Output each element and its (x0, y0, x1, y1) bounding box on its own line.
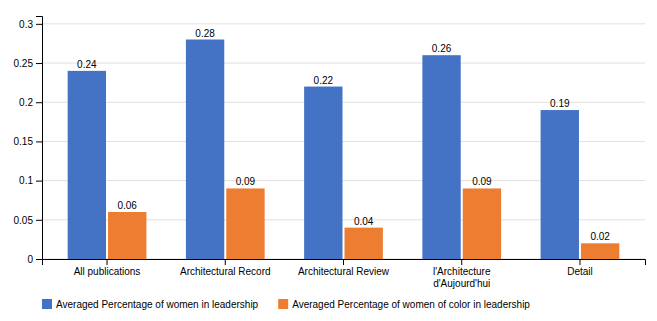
legend: Averaged Percentage of women in leadersh… (42, 299, 530, 310)
legend-label: Averaged Percentage of women in leadersh… (56, 299, 259, 310)
bar (463, 188, 501, 259)
y-tick: 0.15 (14, 136, 42, 147)
x-axis-line (43, 260, 646, 266)
y-tick-mark (36, 259, 42, 260)
y-tick: 0.05 (14, 215, 42, 226)
bar (68, 71, 106, 259)
data-label: 0.02 (590, 231, 610, 242)
x-tick-label: l'Architectured'Aujourd'hui (433, 266, 491, 289)
x-tick-mark (579, 259, 580, 265)
x-tick-mark (343, 259, 344, 265)
y-axis: 0 0.05 0.1 0.15 0.2 0.25 0.3 (14, 17, 43, 265)
y-tick-mark (36, 102, 42, 103)
grid-line (42, 63, 645, 64)
y-tick: 0 (27, 254, 42, 265)
chart: 0 0.05 0.1 0.15 0.2 0.25 0.3 All publications Ar… (0, 0, 657, 321)
y-tick: 0.2 (19, 97, 42, 108)
y-tick: 0.1 (19, 175, 42, 186)
y-tick-label: 0.1 (19, 175, 33, 186)
data-label: 0.19 (550, 98, 570, 109)
y-tick-label: 0 (27, 254, 33, 265)
x-tick-mark (225, 259, 226, 265)
bar (422, 55, 460, 259)
x-tick: Architectural Review (298, 259, 390, 277)
data-label: 0.09 (236, 176, 256, 187)
grid-line (42, 23, 645, 24)
data-label: 0.04 (354, 216, 374, 227)
x-axis: All publications Architectural Record Arch… (43, 259, 646, 289)
y-axis-line (36, 17, 43, 260)
bar (226, 188, 264, 259)
x-tick-label: Detail (567, 266, 593, 277)
x-tick-label: All publications (74, 266, 141, 277)
x-tick: All publications (74, 259, 141, 277)
data-label: 0.22 (314, 75, 334, 86)
x-tick: Detail (567, 259, 593, 277)
bar (581, 243, 619, 259)
bar (108, 212, 146, 259)
legend-item: Averaged Percentage of women of color in… (278, 299, 530, 310)
x-tick: l'Architectured'Aujourd'hui (433, 259, 491, 289)
data-labels: 0.24 0.28 0.22 0.26 0.19 0.06 0.09 0.04 0.09 0.02 (77, 28, 610, 243)
data-label: 0.09 (472, 176, 492, 187)
x-tick-mark (107, 259, 108, 265)
x-tick-label: Architectural Review (298, 266, 390, 277)
bar (345, 228, 383, 259)
legend-swatch (278, 299, 288, 309)
data-label: 0.24 (77, 59, 97, 70)
bar (304, 87, 342, 259)
y-tick-label: 0.15 (14, 136, 34, 147)
bar (541, 110, 579, 259)
legend-swatch (42, 299, 52, 309)
y-tick-mark (36, 181, 42, 182)
y-tick-mark (36, 141, 42, 142)
data-label: 0.28 (195, 28, 215, 39)
y-tick-mark (36, 24, 42, 25)
y-tick: 0.25 (14, 58, 42, 69)
y-tick-label: 0.2 (19, 97, 33, 108)
bars (68, 40, 620, 259)
data-label: 0.26 (432, 43, 452, 54)
y-tick-mark (36, 63, 42, 64)
legend-item: Averaged Percentage of women in leadersh… (42, 299, 259, 310)
data-label: 0.06 (117, 200, 137, 211)
grid (42, 24, 645, 259)
plot: 0 0.05 0.1 0.15 0.2 0.25 0.3 All publications Ar… (14, 17, 646, 289)
y-tick: 0.3 (19, 19, 42, 30)
y-tick-label: 0.3 (19, 19, 33, 30)
y-tick-label: 0.25 (14, 58, 34, 69)
y-tick-mark (36, 220, 42, 221)
x-tick-label: Architectural Record (180, 266, 271, 277)
legend-label: Averaged Percentage of women of color in… (292, 299, 530, 310)
y-tick-label: 0.05 (14, 215, 34, 226)
x-tick: Architectural Record (180, 259, 271, 277)
bar (186, 40, 224, 259)
x-tick-mark (461, 259, 462, 265)
